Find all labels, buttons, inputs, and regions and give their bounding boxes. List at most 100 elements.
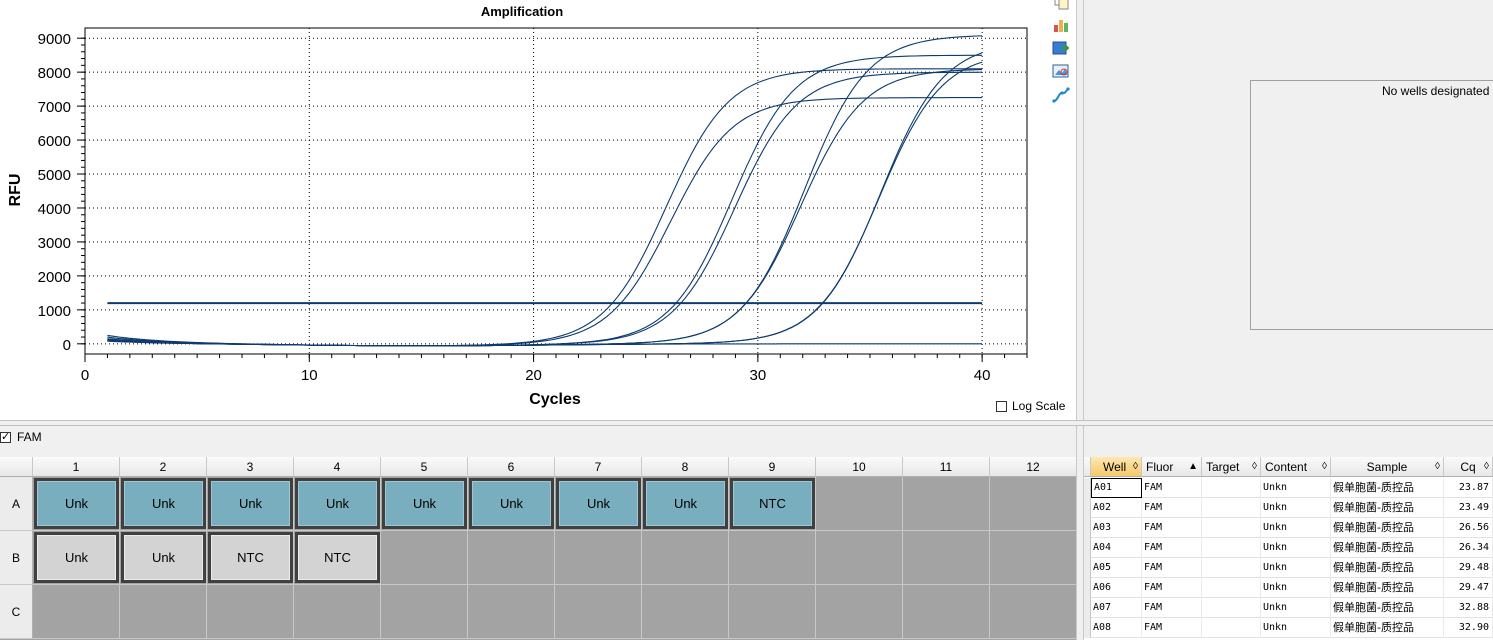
- table-cell-target[interactable]: [1202, 538, 1261, 558]
- table-cell-content[interactable]: Unkn: [1261, 538, 1331, 558]
- log-scale-checkbox[interactable]: [996, 400, 1007, 412]
- sort-icon[interactable]: ◊: [1322, 461, 1327, 472]
- plate-column-header[interactable]: 6: [468, 457, 555, 477]
- table-cell-content[interactable]: Unkn: [1261, 498, 1331, 518]
- plate-cell[interactable]: [729, 585, 816, 639]
- plate-column-header[interactable]: 3: [207, 457, 294, 477]
- plate-column-header[interactable]: 9: [729, 457, 816, 477]
- export-icon[interactable]: [1052, 40, 1070, 56]
- plate-cell[interactable]: [990, 531, 1077, 585]
- table-cell-content[interactable]: Unkn: [1261, 618, 1331, 638]
- table-cell-sample[interactable]: 假单胞菌-质控品: [1331, 498, 1444, 518]
- row-selector[interactable]: [1084, 478, 1091, 498]
- plate-cell[interactable]: [903, 585, 990, 639]
- table-cell-target[interactable]: [1202, 498, 1261, 518]
- table-cell-fluor[interactable]: FAM: [1142, 578, 1202, 598]
- plate-cell[interactable]: [555, 477, 642, 531]
- well-A9[interactable]: NTC: [730, 478, 815, 529]
- plate-column-header[interactable]: 10: [816, 457, 903, 477]
- table-cell-cq[interactable]: 23.87: [1444, 478, 1493, 498]
- plate-cell[interactable]: [468, 585, 555, 639]
- plate-cell[interactable]: [33, 585, 120, 639]
- table-cell-fluor[interactable]: FAM: [1142, 478, 1202, 498]
- table-cell-cq[interactable]: 26.56: [1444, 518, 1493, 538]
- table-cell-fluor[interactable]: FAM: [1142, 518, 1202, 538]
- table-cell-content[interactable]: Unkn: [1261, 558, 1331, 578]
- well-A6[interactable]: Unk: [469, 478, 554, 529]
- horizontal-splitter[interactable]: [0, 420, 1493, 426]
- well-A2[interactable]: Unk: [121, 478, 206, 529]
- table-cell-content[interactable]: Unkn: [1261, 478, 1331, 498]
- table-cell-target[interactable]: [1202, 578, 1261, 598]
- well-A1[interactable]: Unk: [34, 478, 119, 529]
- table-cell-sample[interactable]: 假单胞菌-质控品: [1331, 578, 1444, 598]
- plate-cell[interactable]: [990, 477, 1077, 531]
- plate-cell[interactable]: [381, 477, 468, 531]
- plate-column-header[interactable]: 1: [33, 457, 120, 477]
- sort-icon[interactable]: ◊: [1484, 461, 1489, 472]
- table-cell-target[interactable]: [1202, 558, 1261, 578]
- table-cell-well[interactable]: A03: [1091, 518, 1142, 538]
- table-cell-sample[interactable]: 假单胞菌-质控品: [1331, 518, 1444, 538]
- plate-cell[interactable]: [555, 531, 642, 585]
- plate-column-header[interactable]: 8: [642, 457, 729, 477]
- well-A7[interactable]: Unk: [556, 478, 641, 529]
- table-cell-target[interactable]: [1202, 618, 1261, 638]
- table-cell-content[interactable]: Unkn: [1261, 578, 1331, 598]
- table-row[interactable]: A07 FAM Unkn 假单胞菌-质控品 32.88: [1084, 598, 1493, 618]
- table-cell-well[interactable]: A04: [1091, 538, 1142, 558]
- plate-cell[interactable]: [642, 477, 729, 531]
- copy-icon[interactable]: [1052, 0, 1070, 10]
- row-selector[interactable]: [1084, 518, 1091, 538]
- log-scale-toggle[interactable]: Log Scale: [996, 399, 1065, 413]
- plate-corner[interactable]: [0, 457, 33, 477]
- plate-cell[interactable]: [294, 585, 381, 639]
- table-cell-target[interactable]: [1202, 518, 1261, 538]
- plate-column-header[interactable]: 5: [381, 457, 468, 477]
- row-selector[interactable]: [1084, 538, 1091, 558]
- row-selector[interactable]: [1084, 598, 1091, 618]
- table-row[interactable]: A02 FAM Unkn 假单胞菌-质控品 23.49: [1084, 498, 1493, 518]
- table-cell-sample[interactable]: 假单胞菌-质控品: [1331, 538, 1444, 558]
- plate-cell[interactable]: [816, 585, 903, 639]
- plate-cell[interactable]: [207, 531, 294, 585]
- row-selector[interactable]: [1084, 558, 1091, 578]
- column-header-well[interactable]: Well ◊: [1091, 457, 1142, 477]
- well-B3[interactable]: NTC: [208, 532, 293, 583]
- table-cell-sample[interactable]: 假单胞菌-质控品: [1331, 558, 1444, 578]
- table-cell-fluor[interactable]: FAM: [1142, 618, 1202, 638]
- fluor-filter[interactable]: FAM: [0, 427, 42, 447]
- table-cell-well[interactable]: A02: [1091, 498, 1142, 518]
- well-A8[interactable]: Unk: [643, 478, 728, 529]
- column-header-fluor[interactable]: Fluor ▲: [1142, 457, 1202, 477]
- plate-cell[interactable]: [33, 477, 120, 531]
- table-cell-well[interactable]: A05: [1091, 558, 1142, 578]
- row-selector[interactable]: [1084, 498, 1091, 518]
- table-cell-well[interactable]: A07: [1091, 598, 1142, 618]
- table-cell-content[interactable]: Unkn: [1261, 598, 1331, 618]
- table-cell-well[interactable]: A06: [1091, 578, 1142, 598]
- plate-row-header[interactable]: B: [0, 531, 33, 585]
- sort-icon[interactable]: ◊: [1133, 461, 1138, 472]
- plate-cell[interactable]: [381, 531, 468, 585]
- plate-cell[interactable]: [33, 531, 120, 585]
- table-row[interactable]: A06 FAM Unkn 假单胞菌-质控品 29.47: [1084, 578, 1493, 598]
- table-corner[interactable]: [1084, 457, 1091, 477]
- well-A4[interactable]: Unk: [295, 478, 380, 529]
- table-row[interactable]: A01 FAM Unkn 假单胞菌-质控品 23.87: [1084, 478, 1493, 498]
- plate-cell[interactable]: [120, 477, 207, 531]
- plate-column-header[interactable]: 11: [903, 457, 990, 477]
- column-header-target[interactable]: Target ◊: [1202, 457, 1261, 477]
- amplification-chart[interactable]: 0 10 20 30 40 0 1000 2000 3000 4000 5000 6000 7000 80…: [0, 0, 1076, 420]
- table-cell-fluor[interactable]: FAM: [1142, 598, 1202, 618]
- table-cell-target[interactable]: [1202, 478, 1261, 498]
- well-B4[interactable]: NTC: [295, 532, 380, 583]
- table-cell-sample[interactable]: 假单胞菌-质控品: [1331, 598, 1444, 618]
- well-A3[interactable]: Unk: [208, 478, 293, 529]
- table-cell-fluor[interactable]: FAM: [1142, 498, 1202, 518]
- table-row[interactable]: A04 FAM Unkn 假单胞菌-质控品 26.34: [1084, 538, 1493, 558]
- sort-icon[interactable]: ◊: [1435, 461, 1440, 472]
- vertical-splitter[interactable]: [1076, 0, 1084, 640]
- column-header-content[interactable]: Content ◊: [1261, 457, 1331, 477]
- plate-row-header[interactable]: A: [0, 477, 33, 531]
